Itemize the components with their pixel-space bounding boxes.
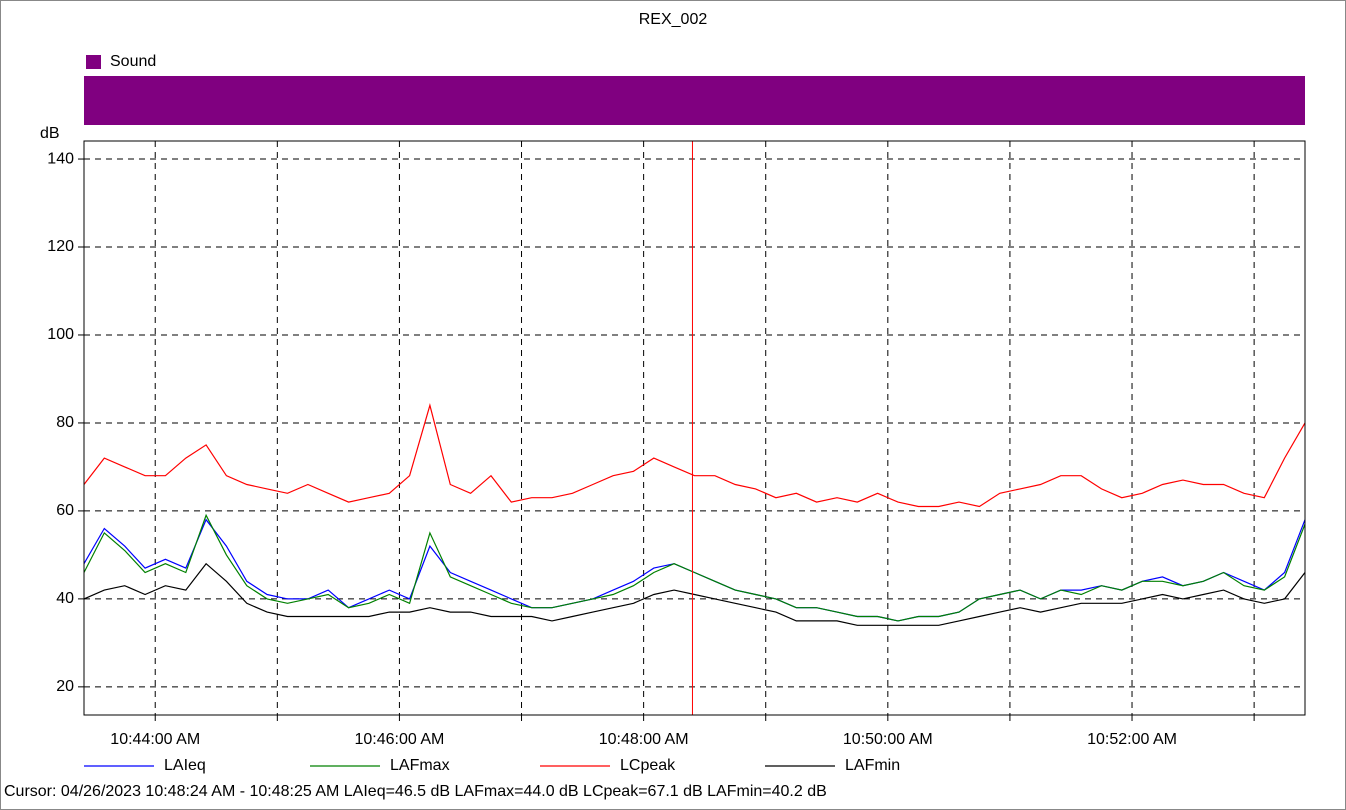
legend-label: LAFmin	[845, 757, 900, 774]
y-axis-label: dB	[40, 125, 60, 142]
plot-border	[83, 140, 1306, 716]
y-tick-label: 140	[47, 150, 74, 167]
legend-label: LAFmax	[390, 757, 450, 774]
series-line	[83, 403, 1306, 508]
y-tick-label: 120	[47, 238, 74, 255]
y-tick-label: 40	[56, 590, 74, 607]
band	[84, 76, 1305, 125]
x-tick-label: 10:52:00 AM	[1087, 731, 1177, 748]
x-tick-label: 10:48:00 AM	[599, 731, 689, 748]
y-tick-label: 100	[47, 326, 74, 343]
y-tick-label: 20	[56, 678, 74, 695]
series-line	[83, 562, 1306, 626]
series-line	[83, 513, 1306, 622]
band-legend-swatch	[86, 55, 101, 69]
y-tick-label: 80	[56, 414, 74, 431]
y-tick-label: 60	[56, 502, 74, 519]
band-label: Sound	[110, 53, 156, 70]
x-tick-label: 10:50:00 AM	[843, 731, 933, 748]
cursor-readout: Cursor: 04/26/2023 10:48:24 AM - 10:48:2…	[4, 783, 827, 800]
x-tick-label: 10:46:00 AM	[355, 731, 445, 748]
chart-title: REX_002	[639, 11, 708, 28]
legend-label: LAIeq	[164, 757, 206, 774]
x-tick-label: 10:44:00 AM	[110, 731, 200, 748]
legend-label: LCpeak	[620, 757, 676, 774]
